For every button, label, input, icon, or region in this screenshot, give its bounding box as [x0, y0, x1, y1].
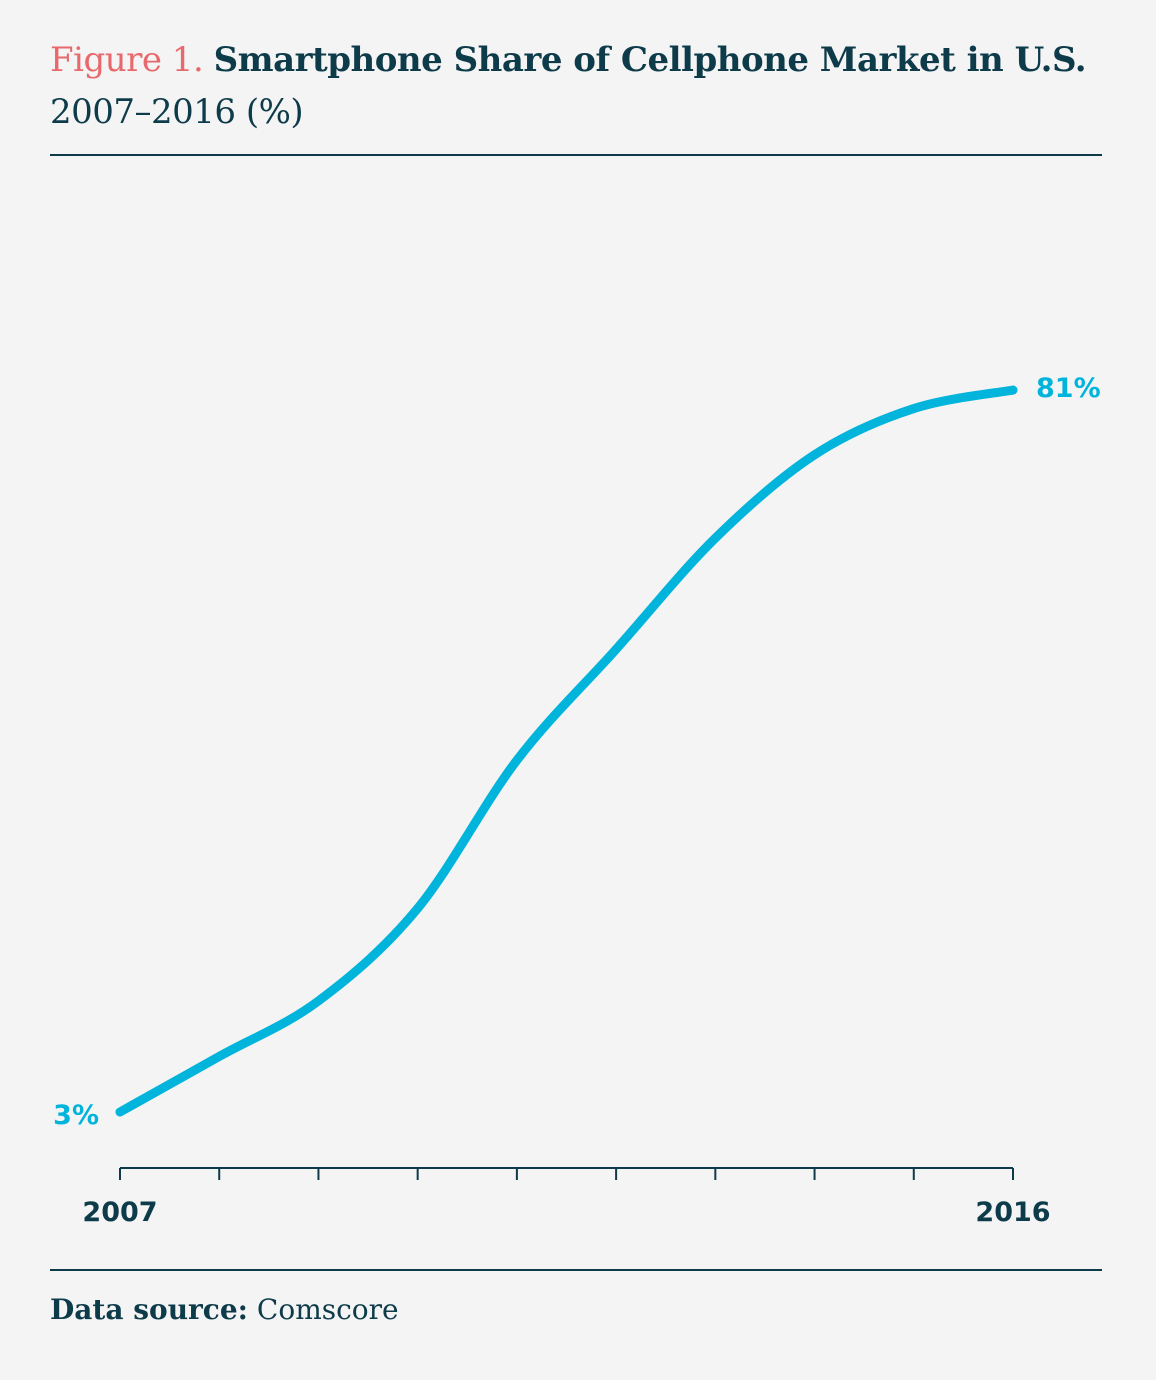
data-label-end: 81% — [1036, 373, 1101, 404]
chart-title: Figure 1. Smartphone Share of Cellphone … — [50, 34, 1087, 138]
source-label: Data source: — [50, 1293, 248, 1326]
x-tick-label-start: 2007 — [82, 1197, 157, 1228]
bottom-rule — [50, 1269, 1102, 1271]
figure-label: Figure 1. — [50, 40, 204, 80]
subtitle: 2007–2016 (%) — [50, 92, 304, 132]
data-label-start: 3% — [53, 1100, 99, 1131]
title-text: Smartphone Share of Cellphone Market in … — [213, 40, 1087, 80]
x-tick-label-end: 2016 — [975, 1197, 1050, 1228]
data-source: Data source: Comscore — [50, 1293, 399, 1326]
source-value: Comscore — [256, 1293, 399, 1326]
top-rule — [50, 154, 1102, 156]
series-line — [115, 385, 1018, 1117]
